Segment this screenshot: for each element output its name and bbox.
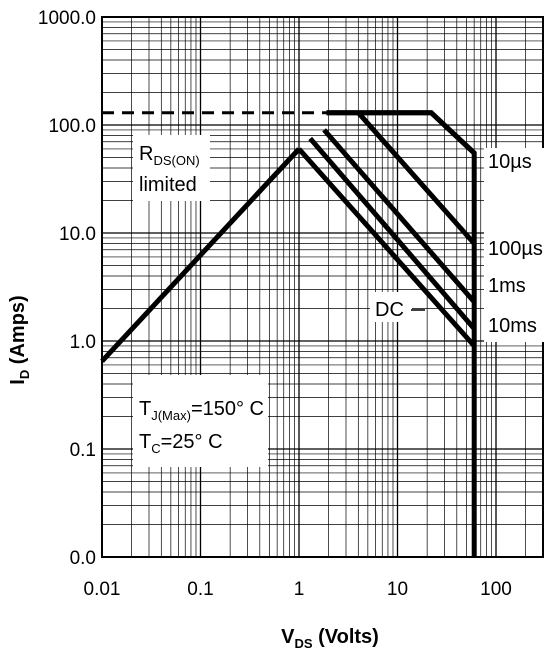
series-line-dc: [297, 147, 477, 348]
tc-label-rest: =25° C: [161, 431, 223, 453]
tj-label: TJ(Max)=150° C: [139, 398, 264, 423]
rdson-label-line2: limited: [139, 174, 197, 196]
tc-label-sub: C: [151, 441, 160, 456]
x-tick-label: 100: [480, 579, 512, 600]
series-line-1ms: [322, 128, 477, 304]
y-tick-label: 1.0: [70, 332, 96, 353]
y-tick-label: 100.0: [48, 116, 96, 137]
curve-labels-box: [484, 148, 544, 342]
x-tick-label: 10: [387, 579, 408, 600]
curve-label-100us: 100µs: [488, 238, 543, 260]
curve-label-10ms: 10ms: [488, 315, 537, 337]
y-tick-label: 1000.0: [38, 8, 96, 29]
x-axis-title-sub: DS: [294, 636, 312, 651]
y-axis-title: ID (Amps): [7, 295, 32, 384]
tc-label-main: T: [139, 431, 151, 453]
series-layer: [100, 110, 477, 557]
tc-label: TC=25° C: [139, 431, 223, 456]
tick-labels: 1000.0 100.0 10.0 1.0 0.1 0.0 0.01 0.1 1 10 100: [38, 8, 512, 600]
conditions-box: [133, 375, 268, 467]
series-line-10ms: [308, 136, 477, 331]
tj-label-rest: =150° C: [191, 398, 264, 420]
y-tick-label: 0.1: [70, 440, 96, 461]
x-axis-title: VDS (Volts): [281, 626, 379, 651]
y-tick-label: 0.0: [70, 548, 96, 569]
x-tick-label: 1: [294, 579, 305, 600]
tj-label-sub: J(Max): [151, 408, 191, 423]
x-axis-title-rest: (Volts): [313, 626, 379, 648]
dc-label: DC: [375, 299, 404, 321]
rdson-label-sub: DS(ON): [153, 153, 199, 168]
tj-label-main: T: [139, 398, 151, 420]
series-line-boundary-1: [100, 147, 301, 363]
curve-label-1ms: 1ms: [488, 275, 526, 297]
series-line-100us: [356, 111, 477, 246]
series-line-10us: [326, 110, 476, 155]
x-axis-title-main: V: [281, 626, 295, 648]
rdson-label-box: [133, 135, 210, 201]
rdson-label: RDS(ON): [139, 143, 200, 168]
y-axis-title-main: I: [7, 379, 29, 385]
dc-label-box: [370, 292, 412, 322]
y-tick-label: 10.0: [59, 224, 96, 245]
x-tick-label: 0.01: [84, 579, 121, 600]
y-axis-title-sub: D: [17, 370, 32, 379]
rdson-label-main: R: [139, 143, 153, 165]
x-tick-label: 0.1: [187, 579, 213, 600]
curve-label-10us: 10µs: [488, 151, 532, 173]
y-axis-title-rest: (Amps): [7, 295, 29, 369]
